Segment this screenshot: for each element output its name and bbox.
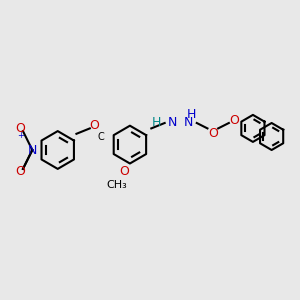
Text: +: + (17, 130, 24, 140)
Text: CH₃: CH₃ (106, 180, 127, 190)
Text: O: O (120, 165, 130, 178)
Text: N: N (184, 116, 194, 130)
Text: N: N (168, 116, 177, 130)
Text: O: O (15, 122, 25, 135)
Text: O: O (15, 165, 25, 178)
Text: C: C (97, 131, 104, 142)
Text: O: O (229, 114, 239, 127)
Text: H: H (187, 108, 196, 122)
Text: O: O (89, 119, 99, 132)
Text: O: O (208, 127, 218, 140)
Text: N: N (28, 143, 37, 157)
Text: H: H (152, 116, 161, 130)
